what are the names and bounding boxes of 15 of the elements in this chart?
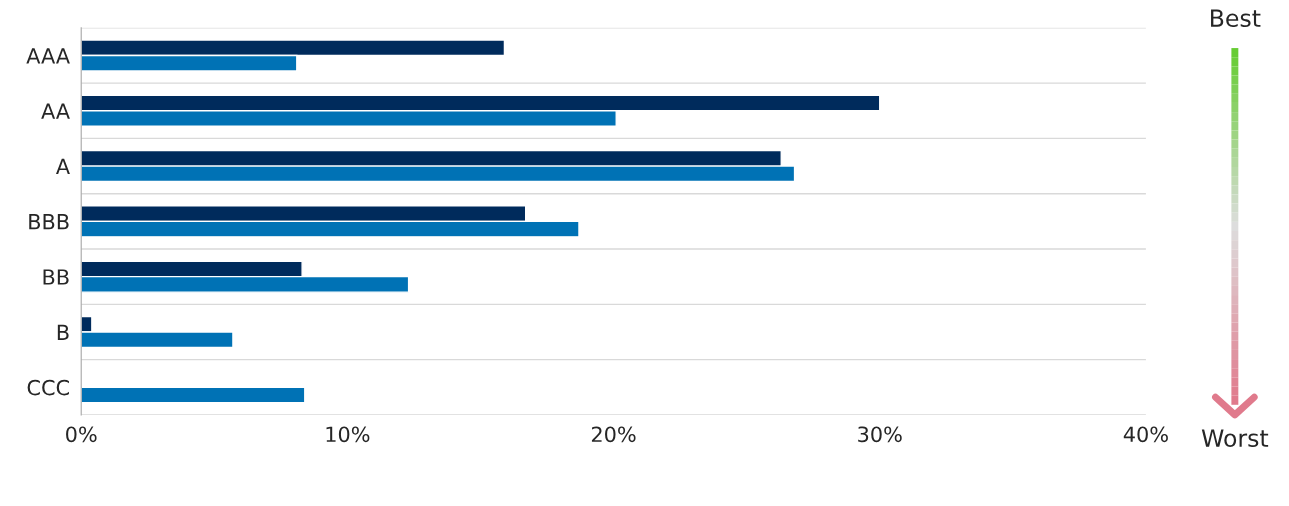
x-tick-label: 20% — [591, 426, 636, 443]
y-tick-label: AA — [41, 103, 70, 119]
y-tick-label: BBB — [29, 214, 69, 230]
x-tick-label: 40% — [1123, 426, 1168, 443]
y-tick-label: AAA — [26, 48, 70, 64]
y-tick-label: BB — [43, 269, 69, 285]
y-tick-label: B — [57, 324, 69, 340]
x-tick-label: 10% — [326, 426, 370, 443]
y-tick-label: A — [56, 158, 70, 174]
x-tick-label: 0% — [66, 426, 97, 443]
x-tick-label: 30% — [858, 426, 902, 443]
y-tick-label: CCC — [27, 379, 69, 396]
text: Worst — [1201, 429, 1269, 448]
bar — [81, 386, 306, 404]
text: Best — [1211, 9, 1261, 28]
